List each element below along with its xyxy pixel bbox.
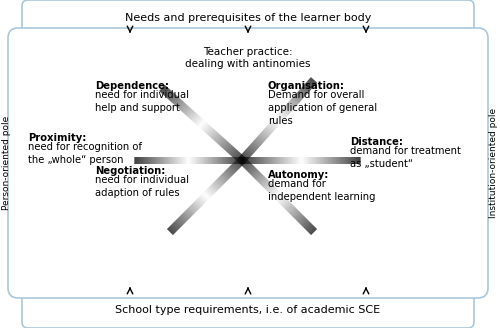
Text: Distance:: Distance: xyxy=(350,137,403,147)
Text: need for recognition of
the „whole“ person: need for recognition of the „whole“ pers… xyxy=(28,142,142,165)
Text: need for individual
help and support: need for individual help and support xyxy=(95,90,189,113)
Text: Needs and prerequisites of the learner body: Needs and prerequisites of the learner b… xyxy=(125,13,371,23)
FancyBboxPatch shape xyxy=(22,0,474,36)
Text: Institution-oriented pole: Institution-oriented pole xyxy=(488,108,498,218)
Text: need for individual
adaption of rules: need for individual adaption of rules xyxy=(95,175,189,198)
Text: Person-oriented pole: Person-oriented pole xyxy=(2,116,12,210)
Text: Dependence:: Dependence: xyxy=(95,81,169,91)
Text: Organisation:: Organisation: xyxy=(268,81,345,91)
Text: Autonomy:: Autonomy: xyxy=(268,170,330,180)
Text: Proximity:: Proximity: xyxy=(28,133,86,143)
Text: Negotiation:: Negotiation: xyxy=(95,166,166,176)
FancyBboxPatch shape xyxy=(22,292,474,328)
Text: Demand for overall
application of general
rules: Demand for overall application of genera… xyxy=(268,90,377,126)
Text: School type requirements, i.e. of academic SCE: School type requirements, i.e. of academ… xyxy=(116,305,380,315)
Text: Teacher practice:
dealing with antinomies: Teacher practice: dealing with antinomie… xyxy=(185,47,311,69)
Text: demand for
independent learning: demand for independent learning xyxy=(268,179,376,202)
Text: demand for treatment
as „student“: demand for treatment as „student“ xyxy=(350,146,461,169)
FancyBboxPatch shape xyxy=(8,28,488,298)
